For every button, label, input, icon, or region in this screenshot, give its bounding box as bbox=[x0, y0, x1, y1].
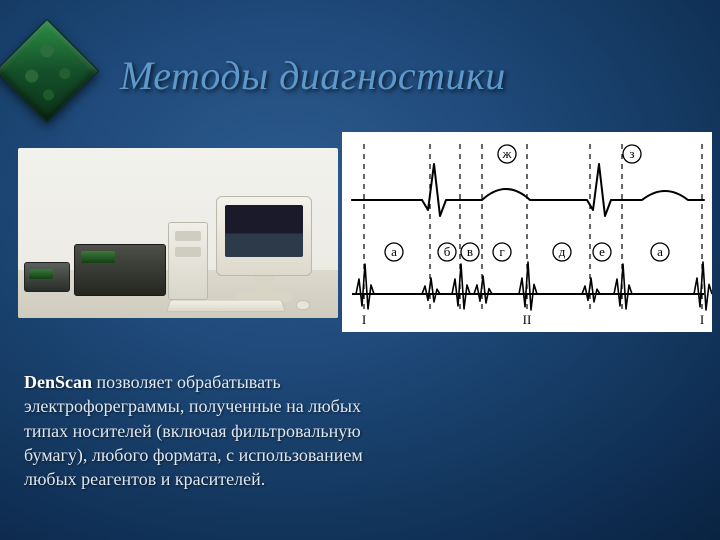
slide-title: Методы диагностики bbox=[120, 52, 680, 99]
svg-text:I: I bbox=[700, 312, 704, 327]
svg-text:а: а bbox=[657, 244, 663, 259]
corner-ornament-icon bbox=[0, 19, 99, 124]
body-text: DenScan позволяет обрабатывать электрофо… bbox=[24, 370, 404, 491]
svg-text:II: II bbox=[523, 312, 532, 327]
svg-text:в: в bbox=[467, 244, 473, 259]
svg-text:ж: ж bbox=[502, 146, 513, 161]
svg-text:г: г bbox=[499, 244, 504, 259]
equipment-photo bbox=[18, 148, 338, 318]
svg-text:б: б bbox=[444, 244, 451, 259]
svg-text:е: е bbox=[599, 244, 605, 259]
ecg-diagram: жзабвгдеаIIII bbox=[342, 132, 712, 332]
slide: Методы диагностики жзабвгдеаIIII DenScan… bbox=[0, 0, 720, 540]
body-lead: DenScan bbox=[24, 372, 92, 392]
svg-text:з: з bbox=[629, 146, 634, 161]
svg-text:а: а bbox=[391, 244, 397, 259]
svg-text:I: I bbox=[362, 312, 366, 327]
svg-text:д: д bbox=[559, 244, 566, 259]
